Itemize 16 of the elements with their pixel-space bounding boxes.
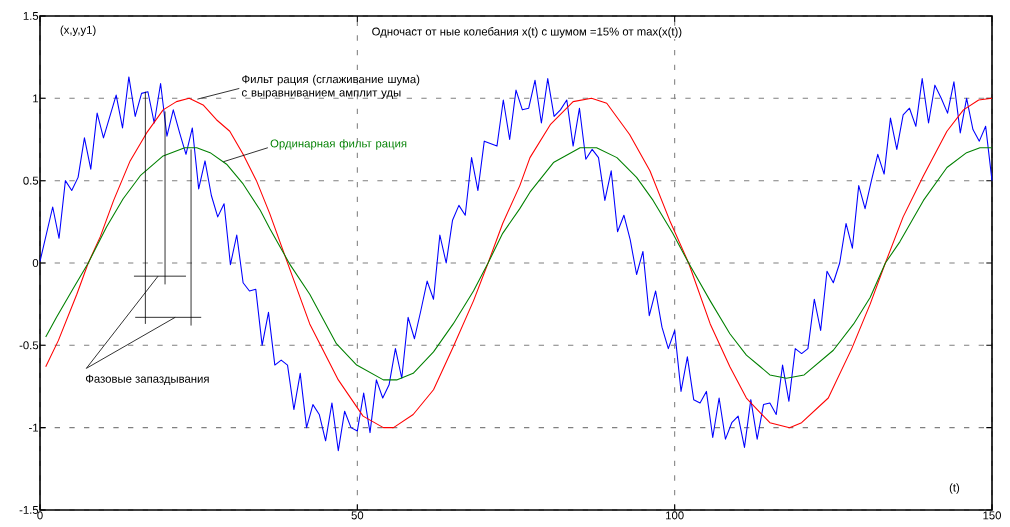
annotation: Фазовые запаздывания bbox=[85, 374, 209, 385]
x-tick-label: 50 bbox=[351, 511, 364, 520]
text: Ординарная фильт рация bbox=[270, 139, 407, 150]
y-tick-label: 1 bbox=[33, 94, 39, 103]
x-axis-title: (t) bbox=[949, 483, 960, 494]
text: Фильт рация (сглаживание шума) с выравниванием амплит уды bbox=[242, 74, 420, 99]
y-axis-title: (x,y,y1) bbox=[60, 25, 96, 37]
y-tick-label: -1 bbox=[29, 423, 39, 432]
y-tick-label: 0.5 bbox=[23, 176, 39, 185]
y-tick-label: -0.5 bbox=[19, 341, 39, 350]
y-tick-label: 0 bbox=[32, 258, 39, 267]
text: Одночаст от ные колебания x(t) с шумом =15% от max(x(t)) bbox=[372, 27, 682, 38]
x-tick-label: 150 bbox=[983, 511, 1001, 520]
x-tick-label: 100 bbox=[666, 511, 684, 520]
y-tick-label: -1.5 bbox=[19, 506, 39, 514]
y-tick-label: 1.5 bbox=[23, 12, 39, 20]
